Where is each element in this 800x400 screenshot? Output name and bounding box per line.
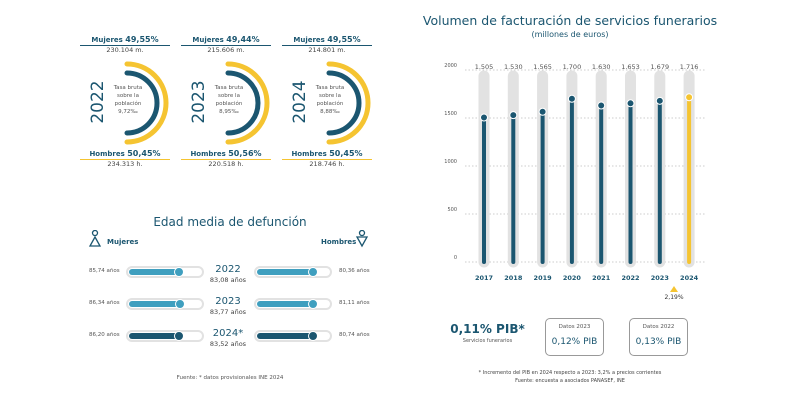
hombres-count: 218.746 h.	[309, 160, 345, 168]
value-label: 1.700	[563, 63, 582, 71]
edad-year: 2023	[215, 296, 241, 307]
tasa-text: Tasa bruta sobre la población 8,95‰	[214, 85, 244, 115]
value-label: 1.565	[533, 63, 552, 71]
hombres-pct: Hombres 50,45%	[80, 149, 170, 160]
hombres-count: 220.518 h.	[208, 160, 244, 168]
rate-donut	[225, 61, 270, 145]
edad-title: Edad media de defunción	[153, 215, 307, 229]
hombres-age: 80,74 años	[339, 332, 370, 338]
box-value: 0,12% PIB	[551, 337, 598, 347]
value-label: 1.653	[621, 63, 640, 71]
pib-main-sub: Servicios funerarios	[462, 338, 513, 344]
x-tick-label: 2024	[680, 274, 699, 282]
x-tick-label: 2022	[621, 274, 639, 282]
rate-donut	[124, 61, 169, 145]
male-icon	[355, 230, 369, 248]
value-label: 1.630	[592, 63, 611, 71]
mujeres-count: 215.606 m.	[207, 46, 245, 54]
mujeres-bar	[126, 266, 204, 278]
hombres-bar	[254, 266, 332, 278]
box-title: Datos 2023	[558, 324, 591, 330]
x-tick-label: 2021	[592, 274, 611, 282]
mujeres-label: Mujeres	[107, 238, 139, 246]
mujeres-pct: Mujeres 49,44%	[181, 35, 271, 46]
bar-point	[597, 101, 606, 110]
value-label: 1.530	[504, 63, 523, 71]
pib-box-2023: Datos 2023 0,12% PIB	[545, 318, 604, 356]
hombres-age: 81,11 años	[339, 300, 370, 306]
pib-box-2022: Datos 2022 0,13% PIB	[629, 318, 688, 356]
rate-donut	[326, 61, 371, 145]
box-value: 0,13% PIB	[635, 337, 682, 347]
x-tick-label: 2020	[563, 274, 582, 282]
x-tick-label: 2018	[504, 274, 523, 282]
x-tick-label: 2019	[534, 274, 553, 282]
y-tick-label: 500	[447, 207, 457, 213]
mujeres-count: 214.801 m.	[308, 46, 346, 54]
edad-source: Fuente: * datos provisionales INE 2024	[176, 375, 284, 381]
y-tick-label: 1500	[444, 111, 457, 117]
mujeres-bar	[126, 330, 204, 342]
pib-main: 0,11% PIB*	[450, 322, 525, 336]
bar-point	[685, 93, 694, 102]
edad-year: 2022	[215, 264, 241, 275]
bar-point	[655, 96, 664, 105]
hombres-label: Hombres	[321, 238, 357, 246]
chart-subtitle: (millones de euros)	[531, 30, 609, 39]
box-title: Datos 2022	[642, 324, 675, 330]
y-tick-label: 0	[454, 255, 457, 261]
tasa-text: Tasa bruta sobre la población 9,72‰	[113, 85, 143, 115]
hombres-age: 80,36 años	[339, 268, 370, 274]
bar-point	[509, 111, 518, 120]
chart-title: Volumen de facturación de servicios fune…	[422, 13, 718, 28]
value-label: 1.505	[475, 63, 494, 71]
growth-annotation: 2,19%	[664, 294, 683, 301]
edad-media: 83,08 años	[209, 276, 247, 284]
hombres-bar	[254, 298, 332, 310]
mujeres-bar	[126, 298, 204, 310]
revenue-chart: 2000 1500 1000 500 0 1.505 2017 1.530 2018 1.565 2…	[444, 63, 705, 301]
edad-media: 83,52 años	[209, 340, 247, 348]
up-triangle-icon	[670, 286, 678, 292]
bar-point	[538, 107, 547, 116]
edad-media: 83,77 años	[209, 308, 247, 316]
bar-point	[567, 94, 576, 103]
hombres-bar	[254, 330, 332, 342]
mujeres-pct: Mujeres 49,55%	[282, 35, 372, 46]
mujeres-pct: Mujeres 49,55%	[80, 35, 170, 46]
y-tick-label: 1000	[444, 159, 457, 165]
mujeres-age: 86,20 años	[89, 332, 120, 338]
x-tick-label: 2017	[475, 274, 493, 282]
edad-year: 2024*	[212, 328, 244, 339]
hombres-pct: Hombres 50,56%	[181, 149, 271, 160]
y-tick-label: 2000	[444, 63, 457, 69]
value-label: 1.679	[650, 63, 669, 71]
pib-note: * Incremento del PIB en 2024 respecto a …	[478, 370, 662, 376]
x-tick-label: 2023	[651, 274, 669, 282]
bar-point	[480, 113, 488, 122]
value-label: 1.716	[680, 63, 699, 71]
tasa-text: Tasa bruta sobre la población 8,88‰	[315, 85, 345, 115]
bar-point	[626, 99, 635, 108]
hombres-count: 234.313 h.	[107, 160, 143, 168]
mujeres-count: 230.104 m.	[106, 46, 144, 54]
hombres-pct: Hombres 50,45%	[282, 149, 372, 160]
pib-source: Fuente: encuesta a asociados PANASEF, IN…	[515, 378, 625, 384]
mujeres-age: 86,34 años	[89, 300, 120, 306]
female-icon	[88, 230, 102, 247]
mujeres-age: 85,74 años	[89, 268, 120, 274]
